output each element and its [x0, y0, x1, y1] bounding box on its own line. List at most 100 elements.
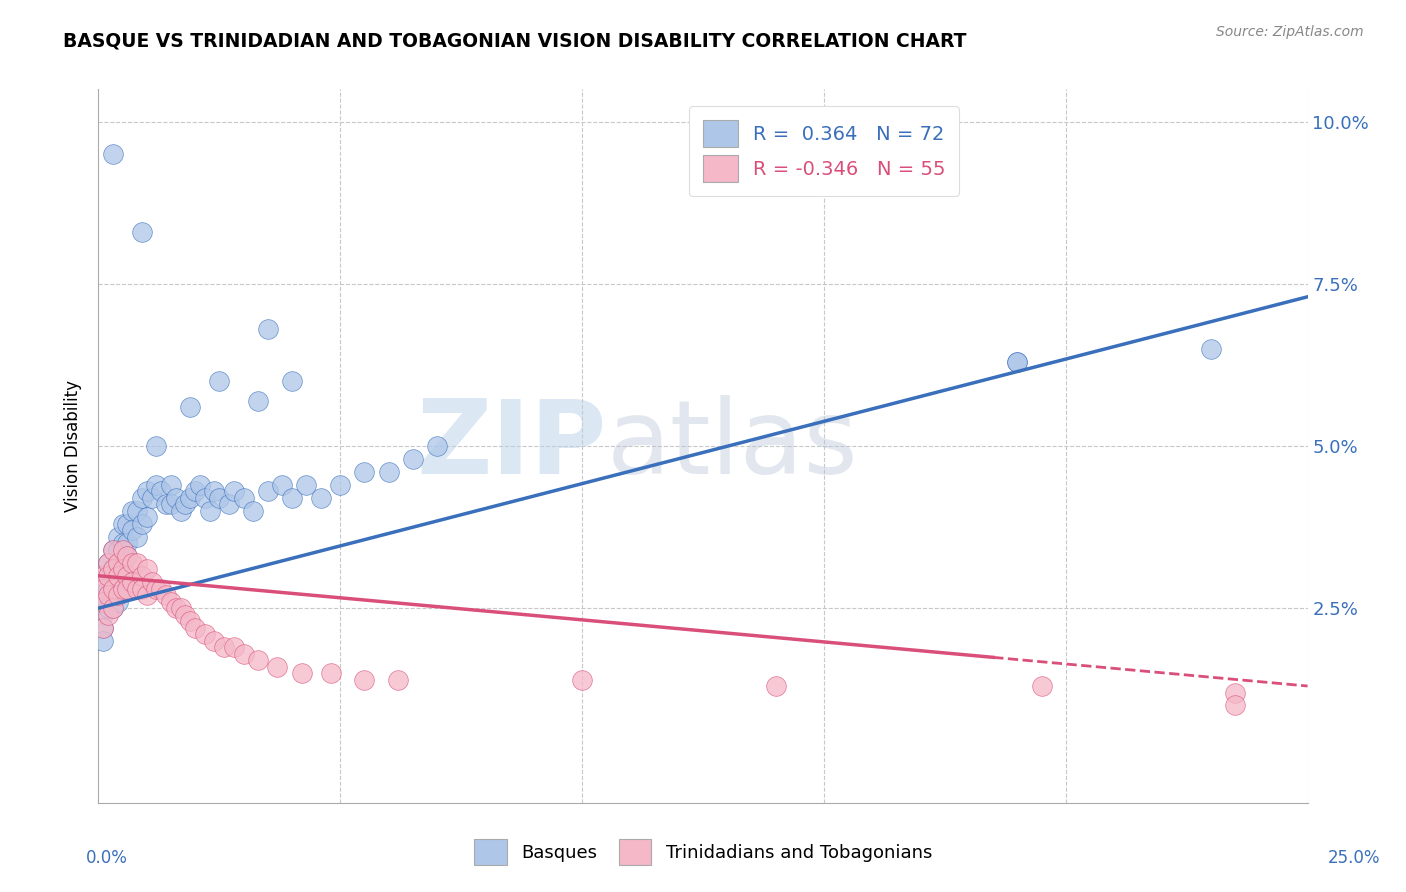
Y-axis label: Vision Disability: Vision Disability [65, 380, 83, 512]
Point [256, 322, 278, 336]
Point [377, 465, 399, 479]
Point [208, 374, 231, 388]
Point [1223, 685, 1246, 699]
Point [101, 562, 124, 576]
Point [97, 568, 120, 582]
Point [97, 607, 120, 622]
Point [222, 640, 245, 654]
Point [121, 556, 143, 570]
Point [131, 582, 153, 596]
Point [141, 575, 163, 590]
Point [281, 491, 304, 505]
Point [127, 582, 149, 596]
Point [309, 491, 332, 505]
Point [184, 621, 207, 635]
Point [91, 633, 114, 648]
Point [1199, 342, 1222, 356]
Point [402, 452, 425, 467]
Point [353, 673, 375, 687]
Point [247, 393, 270, 408]
Point [107, 595, 129, 609]
Point [271, 478, 294, 492]
Text: 25.0%: 25.0% [1327, 849, 1381, 867]
Point [232, 647, 254, 661]
Point [107, 556, 129, 570]
Point [1223, 698, 1246, 713]
Point [97, 588, 120, 602]
Point [111, 516, 134, 531]
Point [212, 640, 235, 654]
Point [117, 549, 139, 564]
Point [111, 556, 134, 570]
Point [198, 504, 221, 518]
Point [91, 595, 114, 609]
Point [111, 536, 134, 550]
Point [765, 679, 787, 693]
Point [135, 510, 157, 524]
Point [295, 478, 318, 492]
Point [121, 504, 143, 518]
Point [131, 568, 153, 582]
Point [165, 491, 187, 505]
Point [188, 478, 211, 492]
Point [101, 542, 124, 557]
Point [97, 556, 120, 570]
Point [117, 568, 139, 582]
Point [179, 491, 201, 505]
Point [117, 516, 139, 531]
Point [107, 562, 129, 576]
Point [194, 491, 217, 505]
Point [232, 491, 254, 505]
Point [97, 568, 120, 582]
Point [101, 601, 124, 615]
Point [426, 439, 449, 453]
Point [135, 588, 157, 602]
Point [281, 374, 304, 388]
Point [117, 582, 139, 596]
Point [165, 601, 187, 615]
Point [266, 659, 288, 673]
Point [91, 582, 114, 596]
Point [101, 601, 124, 615]
Point [117, 536, 139, 550]
Point [174, 607, 197, 622]
Point [208, 491, 231, 505]
Point [117, 549, 139, 564]
Legend: Basques, Trinidadians and Tobagonians: Basques, Trinidadians and Tobagonians [467, 832, 939, 872]
Point [155, 588, 177, 602]
Point [131, 491, 153, 505]
Point [150, 582, 173, 596]
Point [141, 491, 163, 505]
Point [319, 666, 342, 681]
Point [222, 484, 245, 499]
Point [145, 478, 167, 492]
Point [160, 478, 183, 492]
Text: BASQUE VS TRINIDADIAN AND TOBAGONIAN VISION DISABILITY CORRELATION CHART: BASQUE VS TRINIDADIAN AND TOBAGONIAN VIS… [63, 31, 967, 50]
Point [184, 484, 207, 499]
Point [204, 484, 226, 499]
Point [155, 497, 177, 511]
Point [131, 225, 153, 239]
Point [111, 562, 134, 576]
Point [107, 582, 129, 596]
Point [127, 556, 149, 570]
Point [204, 633, 226, 648]
Point [329, 478, 352, 492]
Point [97, 556, 120, 570]
Point [131, 516, 153, 531]
Point [174, 497, 197, 511]
Point [107, 542, 129, 557]
Point [179, 614, 201, 628]
Text: atlas: atlas [606, 395, 858, 497]
Text: ZIP: ZIP [416, 395, 606, 497]
Point [121, 575, 143, 590]
Point [101, 147, 124, 161]
Point [571, 673, 593, 687]
Point [101, 588, 124, 602]
Point [127, 530, 149, 544]
Point [160, 595, 183, 609]
Point [101, 582, 124, 596]
Point [107, 530, 129, 544]
Point [101, 562, 124, 576]
Point [111, 568, 134, 582]
